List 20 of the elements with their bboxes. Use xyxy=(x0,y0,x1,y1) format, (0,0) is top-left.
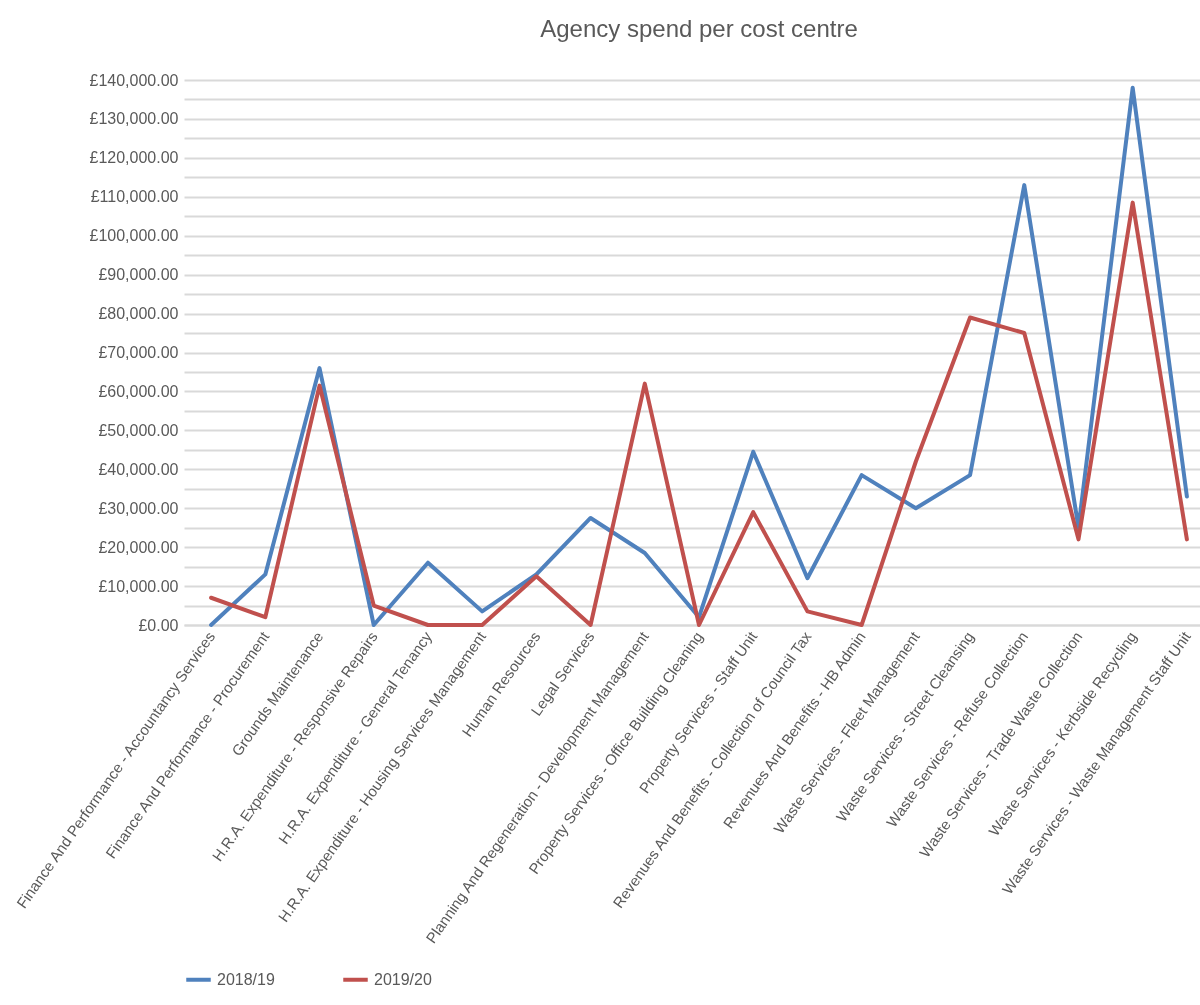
line-series xyxy=(209,200,1189,627)
y-tick-label: £130,000.00 xyxy=(89,110,179,128)
y-tick-label: £10,000.00 xyxy=(98,577,179,595)
chart-title: Agency spend per cost centre xyxy=(540,15,858,42)
y-tick-label: £80,000.00 xyxy=(98,305,179,323)
y-tick-label: £40,000.00 xyxy=(98,460,179,478)
y-tick-label: £110,000.00 xyxy=(90,188,179,206)
legend-label: 2018/19 xyxy=(217,970,275,988)
y-tick-label: £60,000.00 xyxy=(98,382,179,400)
y-tick-label: £120,000.00 xyxy=(89,149,179,167)
y-tick-label: £0.00 xyxy=(138,616,179,634)
y-tick-label: £140,000.00 xyxy=(89,71,179,89)
y-tick-label: £20,000.00 xyxy=(98,538,179,556)
legend-label: 2019/20 xyxy=(374,970,432,988)
y-tick-label: £70,000.00 xyxy=(98,344,179,361)
y-tick-label: £30,000.00 xyxy=(98,499,179,517)
y-tick-label: £90,000.00 xyxy=(98,266,179,284)
line-series xyxy=(209,85,1189,627)
y-tick-label: £50,000.00 xyxy=(98,421,179,439)
y-tick-label: £100,000.00 xyxy=(89,227,179,245)
